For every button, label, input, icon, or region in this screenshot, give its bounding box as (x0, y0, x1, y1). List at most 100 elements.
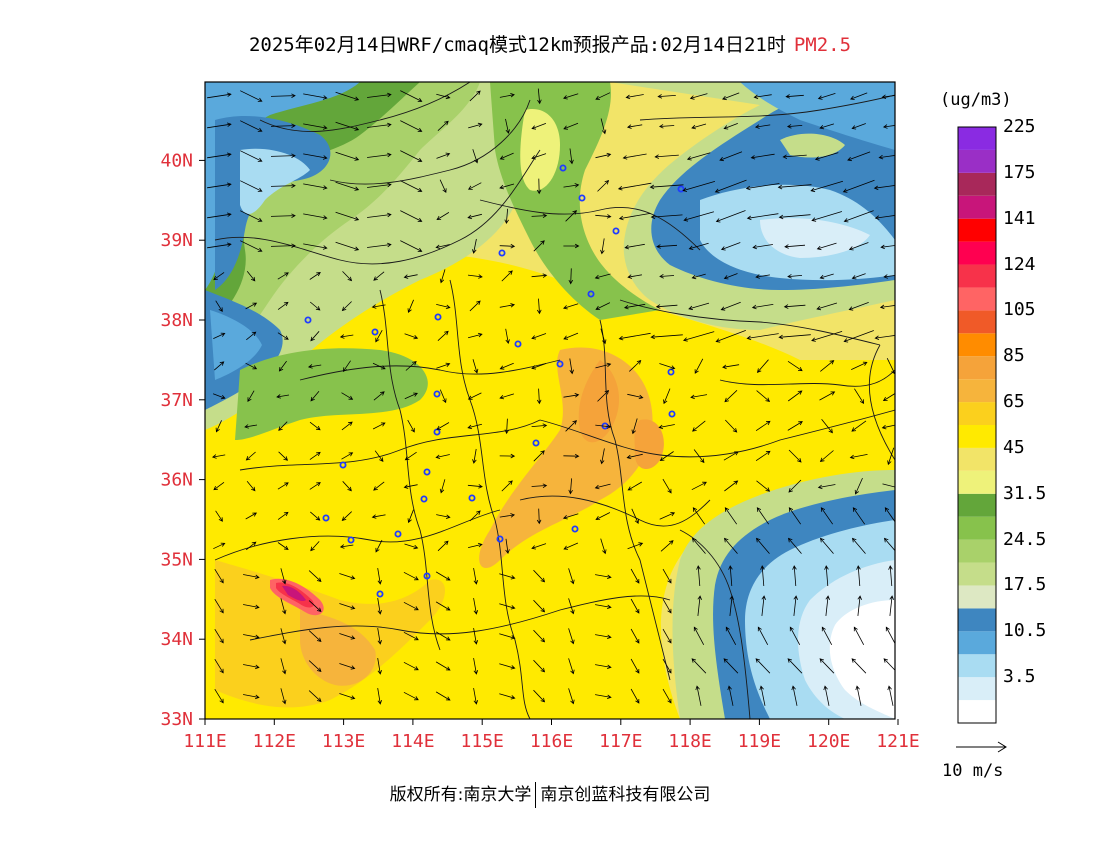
wind-vector (745, 183, 780, 191)
wind-vector (240, 90, 263, 102)
wind-vector (467, 392, 482, 400)
wind-vector (335, 241, 360, 251)
wind-vector (499, 633, 516, 640)
wind-vector (278, 451, 288, 461)
wind-vector (727, 685, 734, 706)
wind-vector (883, 537, 895, 552)
colorbar-bin (958, 356, 996, 380)
wind-vector (469, 300, 481, 312)
lon-tick-label: 112E (253, 731, 296, 752)
wind-vector (723, 273, 738, 280)
wind-vector (371, 514, 386, 519)
wind-vector (533, 629, 546, 643)
wind-vector (819, 450, 834, 463)
colorbar-label: 85 (1003, 345, 1025, 367)
wind-vector (400, 120, 423, 132)
colorbar-bin (958, 608, 996, 632)
wind-vector (504, 208, 509, 225)
wind-vector (303, 153, 328, 160)
wind-vector (243, 664, 260, 670)
wind-vector (270, 243, 296, 248)
colorbar-label: 31.5 (1003, 482, 1047, 504)
wind-vector (887, 685, 894, 706)
lon-tick-label: 119E (738, 731, 781, 752)
wind-vector (817, 484, 836, 490)
wind-vector (280, 688, 287, 705)
wind-vector (472, 448, 477, 464)
wind-vector (533, 569, 546, 583)
wind-vector (400, 240, 423, 252)
wind-vector (213, 332, 226, 339)
wind-vector (468, 122, 483, 129)
wind-vector (277, 482, 289, 490)
wind-vector (874, 335, 895, 340)
wind-vector (435, 601, 451, 611)
wind-vector (630, 658, 640, 674)
wind-vector (213, 542, 226, 550)
wind-vector (851, 273, 866, 280)
wind-vector (755, 420, 771, 432)
wind-vector (750, 153, 775, 160)
wind-vector (563, 393, 580, 398)
wind-vector (563, 332, 579, 340)
wind-vector (308, 570, 322, 582)
wind-vector (339, 544, 354, 549)
wind-vector (407, 509, 414, 524)
wind-vector (536, 388, 542, 405)
wind-vector (373, 481, 385, 491)
wind-vector (882, 483, 895, 488)
wind-vector (367, 152, 392, 158)
wind-vector (207, 122, 232, 129)
wind-vector (499, 243, 516, 249)
wind-vector (857, 595, 862, 616)
wind-vector (597, 180, 610, 192)
wind-vector (342, 481, 352, 492)
wind-vector (436, 362, 451, 369)
wind-vector (303, 93, 328, 100)
wind-vector (791, 685, 798, 706)
colorbar-bin (958, 310, 996, 334)
title-variable: PM2.5 (793, 34, 852, 56)
pm25-colorbar (957, 126, 997, 724)
longitude-axis: 111E 112E 113E 114E 115E 116E 117E 118E 119E 120E… (183, 719, 920, 752)
wind-vector (690, 394, 708, 400)
lon-tick-label: 114E (391, 731, 434, 752)
wind-vector (335, 181, 360, 191)
wind-vector (881, 94, 895, 99)
wind-vector (630, 568, 640, 584)
wind-vector (851, 420, 867, 432)
colorbar-label: 10.5 (1003, 620, 1047, 642)
wind-vector (883, 658, 895, 671)
wind-vector (821, 419, 833, 434)
wind-vector (246, 481, 256, 492)
wind-vector (335, 91, 360, 101)
wind-vector (335, 211, 360, 221)
wind-vector (207, 92, 232, 99)
wind-vector (787, 537, 802, 554)
wind-vector (212, 393, 226, 400)
wind-vector (400, 90, 423, 102)
wind-vector (882, 393, 895, 402)
wind-vector (339, 573, 356, 580)
wind-vector (568, 598, 575, 615)
wind-vector (630, 598, 640, 614)
wind-vector (367, 242, 392, 248)
wind-vector (309, 301, 321, 311)
wind-vector (785, 94, 804, 99)
wind-vector (339, 334, 354, 339)
wind-vector (882, 124, 895, 129)
lat-tick-label: 37N (160, 390, 193, 411)
wind-vector (207, 182, 232, 189)
wind-vector (270, 153, 296, 158)
wind-vector (404, 543, 419, 550)
wind-vector (499, 152, 514, 160)
wind-vector (499, 603, 516, 610)
wind-vector (631, 508, 639, 524)
wind-vector (373, 391, 385, 401)
wind-vector (760, 565, 765, 587)
wind-vector (270, 93, 296, 98)
wind-vector (404, 333, 419, 340)
wind-vector (563, 93, 579, 100)
wind-vector (595, 424, 612, 429)
